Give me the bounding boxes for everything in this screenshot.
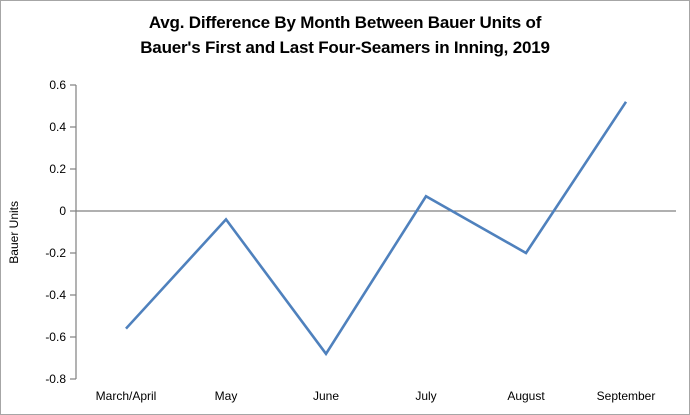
x-category-label: September <box>597 389 656 403</box>
y-tick-label: -0.4 <box>45 288 66 302</box>
x-category-label: August <box>507 389 545 403</box>
y-tick-label: -0.6 <box>45 330 66 344</box>
y-tick-label: 0 <box>59 204 66 218</box>
x-category-label: June <box>313 389 339 403</box>
data-line <box>125 101 628 357</box>
y-tick-label: 0.6 <box>49 78 66 92</box>
chart-title: Avg. Difference By Month Between Bauer U… <box>1 11 689 60</box>
chart-title-line-2: Bauer's First and Last Four-Seamers in I… <box>140 37 550 57</box>
chart-title-line-1: Avg. Difference By Month Between Bauer U… <box>148 13 542 32</box>
y-tick-label: -0.8 <box>45 372 66 386</box>
y-tick-label: -0.2 <box>45 246 66 260</box>
x-category-label: March/April <box>96 389 157 403</box>
x-category-label: July <box>415 389 436 403</box>
x-category-label: May <box>215 389 238 403</box>
y-tick-label: 0.4 <box>49 120 66 134</box>
y-tick-label: 0.2 <box>49 162 66 176</box>
